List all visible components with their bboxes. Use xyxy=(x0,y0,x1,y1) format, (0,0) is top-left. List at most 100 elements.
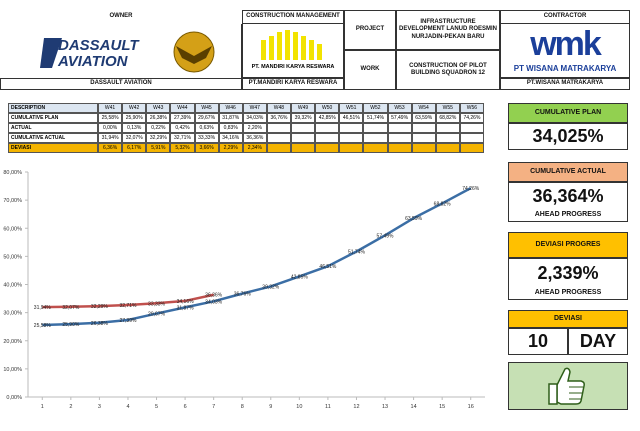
contractor-logo-caption: PT WISANA MATRAKARYA xyxy=(513,64,617,73)
data-label: 39,32% xyxy=(262,284,280,290)
panel-title: DEVIASI xyxy=(508,310,628,328)
logo-text: DASSAULT xyxy=(58,37,140,54)
cm-logo-caption: PT. MANDIRI KARYA RESWARA xyxy=(251,64,335,70)
table-cell: 51,74% xyxy=(363,113,388,123)
data-label: 57,49% xyxy=(377,233,395,239)
table-cell xyxy=(387,143,412,153)
table-cell xyxy=(315,143,340,153)
thumb-box xyxy=(508,362,628,410)
table-cell: 63,59% xyxy=(411,113,436,123)
table-cell xyxy=(411,143,436,153)
table-cell: 74,26% xyxy=(459,113,484,123)
y-tick-label: 60,00% xyxy=(3,226,22,232)
table-cell: 31,94% xyxy=(98,133,123,143)
y-tick-label: 80,00% xyxy=(3,170,22,176)
x-tick-label: 10 xyxy=(296,404,302,410)
data-label: 26,38% xyxy=(91,321,109,327)
table-cell: 0,00% xyxy=(98,123,123,133)
thumb-icon xyxy=(548,367,585,405)
panel-value: 36,364% xyxy=(508,182,628,210)
panel-value: 10 xyxy=(508,328,568,355)
x-tick-label: 2 xyxy=(69,404,72,410)
x-tick-label: 6 xyxy=(184,404,187,410)
table-cell: 39,32% xyxy=(291,113,316,123)
data-label: 63,59% xyxy=(405,216,423,222)
table-cell: 36,76% xyxy=(266,113,291,123)
cm-logo-box: PT. MANDIRI KARYA RESWARA xyxy=(242,24,344,78)
table-cell: 34,16% xyxy=(218,133,243,143)
progress-table: DESCRIPTION W41 W42 W43 W44 W45 W46 W47 W48 W49 W5… xyxy=(8,103,484,153)
table-cell: 0,83% xyxy=(218,123,243,133)
x-tick-label: 9 xyxy=(269,404,272,410)
x-tick-label: 5 xyxy=(155,404,158,410)
table-cell: 5,91% xyxy=(146,143,171,153)
table-cell: 32,29% xyxy=(146,133,171,143)
row-label: ACTUAL xyxy=(8,123,98,133)
table-cell: 29,67% xyxy=(194,113,219,123)
data-label: 32,71% xyxy=(119,303,137,309)
row-label: DEVIASI xyxy=(8,143,98,153)
table-cell xyxy=(363,143,388,153)
emblem xyxy=(173,31,215,73)
data-label: 36,76% xyxy=(234,292,252,298)
table-cell: 0,13% xyxy=(122,123,147,133)
series-line xyxy=(42,187,472,327)
owner-label: OWNER xyxy=(0,10,242,24)
x-tick-label: 13 xyxy=(382,404,388,410)
table-cell xyxy=(266,123,291,133)
contractor-label: CONTRACTOR xyxy=(500,10,630,24)
table-cell xyxy=(363,123,388,133)
column-header: W45 xyxy=(194,103,219,113)
panel-note: AHEAD PROGRESS xyxy=(508,210,628,222)
data-label: 42,85% xyxy=(291,274,309,280)
table-cell: 42,85% xyxy=(315,113,340,123)
column-header: W48 xyxy=(266,103,291,113)
panel-note: AHEAD PROGRESS xyxy=(508,288,628,300)
table-cell: 34,03% xyxy=(242,113,267,123)
data-label: 34,16% xyxy=(177,299,195,305)
column-header: W54 xyxy=(411,103,436,113)
table-cell xyxy=(435,133,460,143)
column-header: W56 xyxy=(459,103,484,113)
data-label: 32,07% xyxy=(62,305,80,311)
contractor: PT.WISANA MATRAKARYA xyxy=(500,78,630,90)
data-label: 34,03% xyxy=(205,299,223,305)
table-cell xyxy=(291,133,316,143)
data-label: 51,74% xyxy=(348,249,366,255)
y-tick-label: 40,00% xyxy=(3,283,22,289)
panel-title: DEVIASI PROGRES xyxy=(508,232,628,258)
x-tick-label: 15 xyxy=(439,404,445,410)
table-cell: 5,32% xyxy=(170,143,195,153)
table-cell: 2,29% xyxy=(218,143,243,153)
table-cell: 0,22% xyxy=(146,123,171,133)
owner: DASSAULT AVIATION xyxy=(0,78,242,90)
table-cell xyxy=(459,143,484,153)
series-line xyxy=(42,293,214,309)
column-header: W51 xyxy=(339,103,364,113)
x-tick-label: 1 xyxy=(41,404,44,410)
logo-text: AVIATION xyxy=(57,53,129,70)
table-cell: 32,07% xyxy=(122,133,147,143)
panel-unit: DAY xyxy=(568,328,628,355)
column-header: W41 xyxy=(98,103,123,113)
data-label: 74,26% xyxy=(462,186,480,192)
table-cell xyxy=(315,133,340,143)
row-label: CUMULATIVE PLAN xyxy=(8,113,98,123)
data-label: 27,39% xyxy=(119,318,137,324)
column-header: W50 xyxy=(315,103,340,113)
y-tick-label: 30,00% xyxy=(3,311,22,317)
project: INFRASTRUCTURE DEVELOPMENT LANUD ROESMIN… xyxy=(396,10,500,50)
table-cell xyxy=(339,143,364,153)
table-cell xyxy=(435,143,460,153)
column-header: W47 xyxy=(242,103,267,113)
column-header: W53 xyxy=(387,103,412,113)
project-label: PROJECT xyxy=(344,10,396,50)
data-label: 33,33% xyxy=(148,301,166,307)
table-cell: 0,63% xyxy=(194,123,219,133)
table-cell xyxy=(339,123,364,133)
column-header: W43 xyxy=(146,103,171,113)
row-label: CUMULATIVE ACTUAL xyxy=(8,133,98,143)
logo-bars xyxy=(261,30,322,60)
emblem-wings xyxy=(176,46,212,64)
data-label: 32,29% xyxy=(91,304,109,310)
